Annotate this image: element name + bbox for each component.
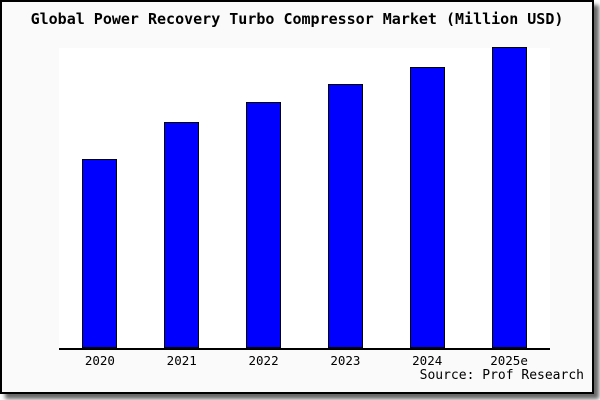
x-axis-label-2024: 2024 (412, 353, 443, 368)
chart-frame: Global Power Recovery Turbo Compressor M… (0, 0, 594, 394)
bar-2020 (82, 159, 118, 348)
bar-2024 (409, 67, 445, 348)
x-axis-label-2022: 2022 (248, 353, 279, 368)
x-axis-label-2020: 2020 (84, 353, 115, 368)
x-axis-label-2021: 2021 (166, 353, 197, 368)
x-axis-label-2023: 2023 (330, 353, 361, 368)
bar-2022 (246, 102, 282, 348)
bar-2023 (327, 84, 363, 348)
x-axis-label-2025e: 2025e (490, 353, 528, 368)
bar-2021 (164, 122, 200, 348)
plot-area (59, 47, 550, 350)
chart-title: Global Power Recovery Turbo Compressor M… (30, 10, 564, 28)
bar-2025e (491, 47, 527, 348)
x-axis-labels: 2020 2021 2022 2023 2024 2025e (59, 353, 550, 368)
source-attribution: Source: Prof Research (419, 368, 584, 383)
